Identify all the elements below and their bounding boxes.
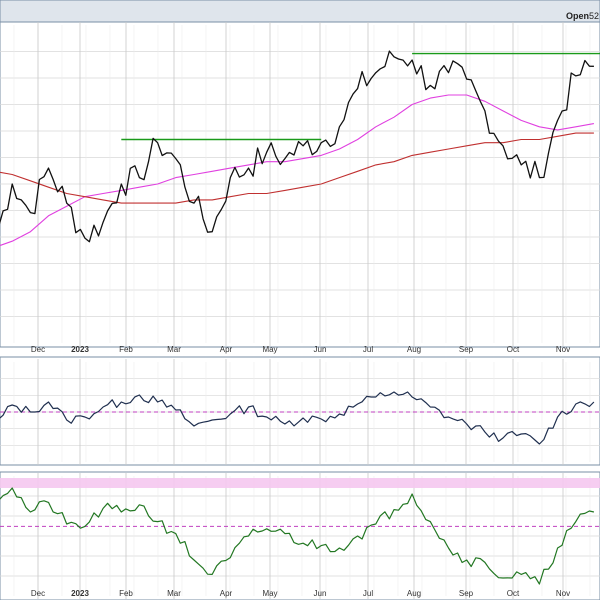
x-tick-label: Mar	[167, 345, 181, 354]
x-tick-label: Feb	[119, 345, 133, 354]
x-tick-label: Aug	[407, 589, 421, 598]
x-tick-label: May	[262, 589, 277, 598]
x-tick-label: 2023	[71, 345, 89, 354]
x-tick-label: Oct	[507, 345, 520, 354]
x-tick-label: Nov	[556, 589, 570, 598]
rsi-line	[0, 391, 595, 445]
x-tick-label: Dec	[31, 589, 45, 598]
x-tick-label: Feb	[119, 589, 133, 598]
top-bar	[0, 0, 600, 23]
sma50-line	[0, 94, 594, 247]
rsi-panel	[0, 356, 600, 466]
open-label: Open	[566, 11, 589, 21]
sma200-line	[0, 132, 594, 204]
open-value: 52	[589, 11, 599, 21]
x-tick-label: Nov	[556, 345, 570, 354]
x-tick-label: Sep	[459, 345, 474, 354]
x-tick-label: May	[262, 345, 277, 354]
x-tick-label: Mar	[167, 589, 181, 598]
overbought-zone	[0, 478, 600, 488]
price-panel	[0, 21, 600, 348]
x-tick-label: Jul	[363, 345, 373, 354]
x-tick-label: Sep	[459, 589, 474, 598]
price-line	[0, 50, 594, 243]
x-tick-label: Oct	[507, 589, 520, 598]
x-tick-label: Jun	[314, 345, 327, 354]
x-tick-label: Aug	[407, 345, 421, 354]
x-tick-label: Apr	[220, 345, 233, 354]
x-tick-label: Dec	[31, 345, 45, 354]
x-tick-label: Jun	[314, 589, 327, 598]
x-tick-label: 2023	[71, 589, 89, 598]
x-tick-label: Apr	[220, 589, 233, 598]
macd-line	[0, 487, 595, 585]
x-tick-label: Jul	[363, 589, 373, 598]
